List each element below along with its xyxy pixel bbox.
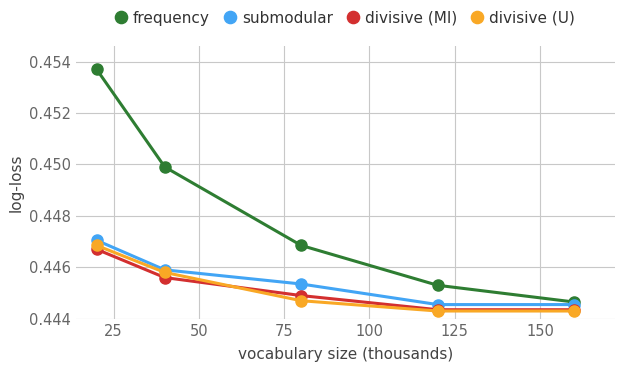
divisive (MI) xyxy=(161,275,169,280)
Y-axis label: log-loss: log-loss xyxy=(9,153,23,212)
Line: divisive (U): divisive (U) xyxy=(91,240,579,316)
frequency xyxy=(297,243,305,248)
divisive (U) xyxy=(93,243,100,248)
frequency xyxy=(434,283,441,288)
Line: frequency: frequency xyxy=(91,64,579,308)
divisive (U) xyxy=(434,309,441,313)
Line: submodular: submodular xyxy=(91,235,579,310)
frequency xyxy=(161,165,169,169)
divisive (MI) xyxy=(93,247,100,252)
submodular xyxy=(161,268,169,272)
submodular xyxy=(93,238,100,243)
divisive (MI) xyxy=(434,308,441,312)
Legend: frequency, submodular, divisive (MI), divisive (U): frequency, submodular, divisive (MI), di… xyxy=(110,5,581,32)
submodular xyxy=(297,282,305,286)
submodular xyxy=(570,302,578,307)
divisive (U) xyxy=(161,270,169,275)
Line: divisive (MI): divisive (MI) xyxy=(91,244,579,315)
X-axis label: vocabulary size (thousands): vocabulary size (thousands) xyxy=(238,347,453,362)
divisive (MI) xyxy=(297,293,305,298)
divisive (MI) xyxy=(570,308,578,312)
submodular xyxy=(434,302,441,307)
divisive (U) xyxy=(297,298,305,303)
frequency xyxy=(570,300,578,304)
divisive (U) xyxy=(570,309,578,313)
frequency xyxy=(93,67,100,71)
